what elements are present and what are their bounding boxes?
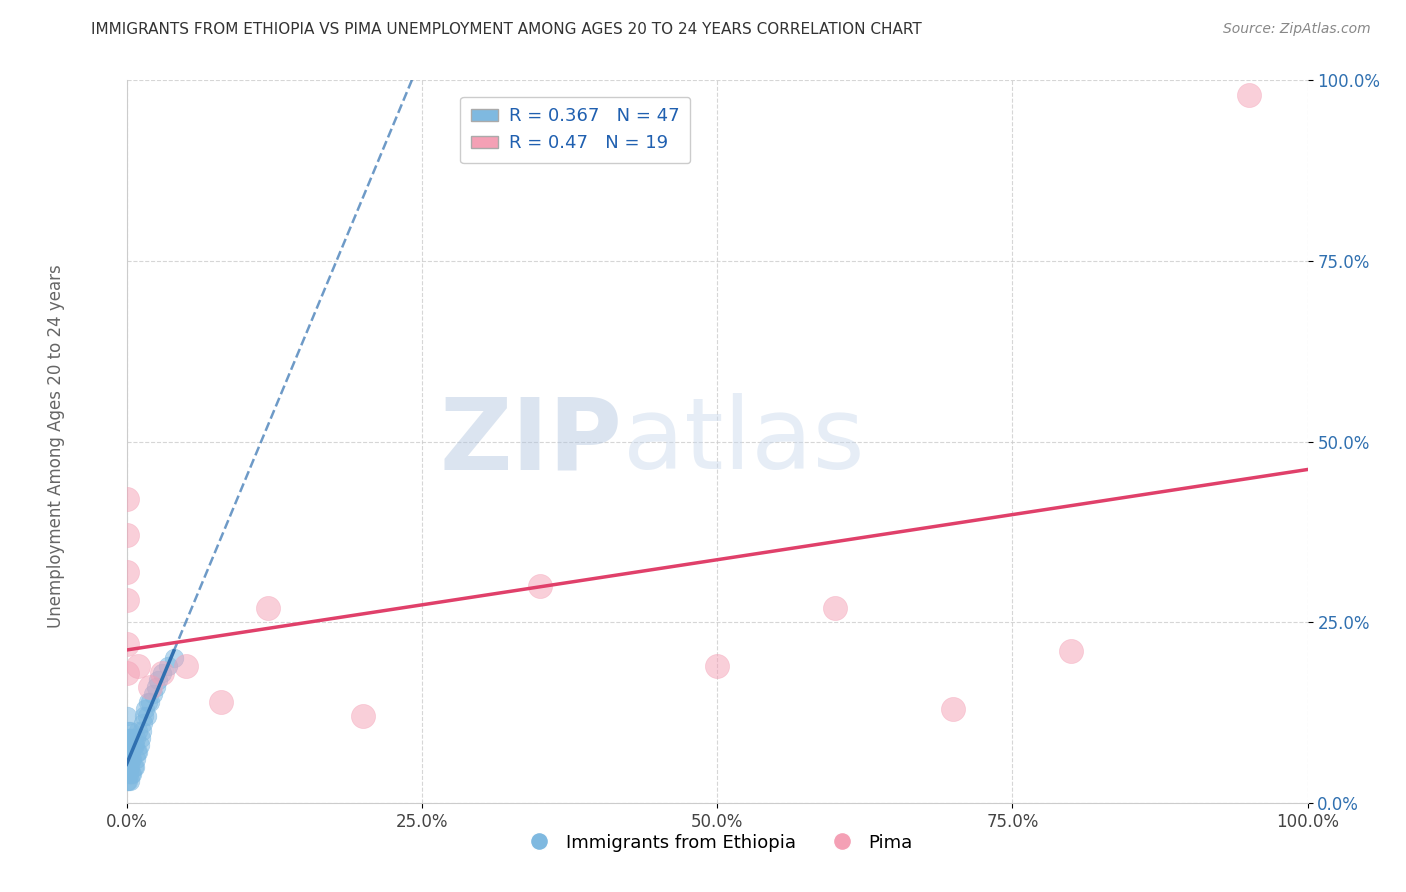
Point [118, 745, 141, 759]
Point [942, 702, 965, 716]
Point [118, 767, 141, 781]
Point [122, 738, 145, 752]
Point [122, 760, 145, 774]
Point [115, 709, 138, 723]
Point [139, 680, 162, 694]
Point [115, 731, 138, 745]
Point [824, 600, 846, 615]
Point [115, 637, 138, 651]
Point [117, 745, 139, 759]
Text: ZIP: ZIP [440, 393, 623, 490]
Point [132, 716, 155, 731]
Point [131, 723, 153, 738]
Point [121, 752, 143, 766]
Text: Unemployment Among Ages 20 to 24 years: Unemployment Among Ages 20 to 24 years [48, 264, 65, 628]
Point [1060, 644, 1083, 658]
Point [1237, 87, 1260, 102]
Point [117, 760, 139, 774]
Point [129, 731, 152, 745]
Point [121, 731, 143, 745]
Text: Source: ZipAtlas.com: Source: ZipAtlas.com [1223, 22, 1371, 37]
Point [115, 665, 138, 680]
Point [135, 709, 157, 723]
Point [115, 528, 138, 542]
Point [120, 731, 142, 745]
Point [352, 709, 374, 723]
Point [150, 665, 173, 680]
Point [115, 565, 138, 579]
Point [139, 695, 162, 709]
Point [117, 774, 139, 789]
Point [257, 600, 280, 615]
Point [115, 492, 138, 507]
Text: IMMIGRANTS FROM ETHIOPIA VS PIMA UNEMPLOYMENT AMONG AGES 20 TO 24 YEARS CORRELAT: IMMIGRANTS FROM ETHIOPIA VS PIMA UNEMPLO… [91, 22, 922, 37]
Point [118, 731, 141, 745]
Point [124, 760, 146, 774]
Point [120, 752, 142, 766]
Point [115, 760, 138, 774]
Point [127, 745, 149, 759]
Point [150, 665, 173, 680]
Text: atlas: atlas [623, 393, 865, 490]
Legend: Immigrants from Ethiopia, Pima: Immigrants from Ethiopia, Pima [515, 826, 920, 859]
Point [127, 723, 149, 738]
Point [120, 774, 142, 789]
Point [115, 745, 138, 759]
Point [115, 774, 138, 789]
Point [127, 658, 149, 673]
Point [120, 723, 142, 738]
Point [121, 767, 143, 781]
Point [706, 658, 728, 673]
Point [141, 687, 163, 701]
Point [145, 680, 167, 694]
Point [209, 695, 232, 709]
Point [124, 738, 146, 752]
Point [120, 767, 142, 781]
Point [529, 579, 551, 593]
Point [125, 752, 148, 766]
Point [118, 760, 141, 774]
Point [156, 658, 179, 673]
Point [127, 745, 149, 759]
Point [120, 745, 142, 759]
Point [148, 673, 170, 687]
Point [115, 593, 138, 607]
Point [134, 709, 156, 723]
Point [120, 760, 142, 774]
Point [128, 738, 150, 752]
Point [174, 658, 197, 673]
Point [125, 731, 148, 745]
Point [117, 723, 139, 738]
Point [163, 651, 186, 665]
Point [136, 695, 159, 709]
Point [134, 702, 156, 716]
